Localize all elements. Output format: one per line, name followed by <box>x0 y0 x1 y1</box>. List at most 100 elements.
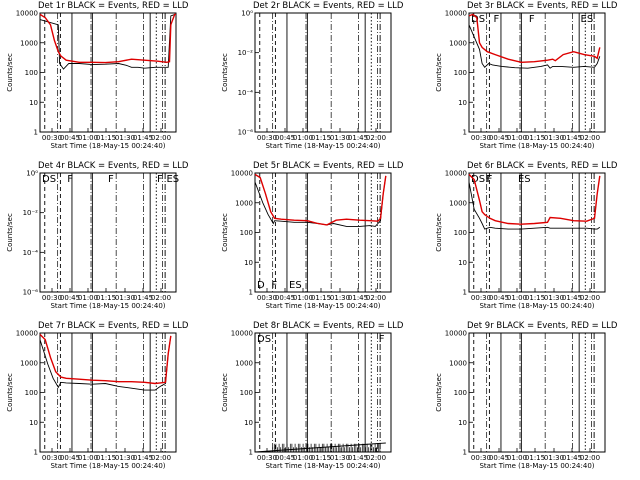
event-marker-label: F <box>271 280 277 291</box>
y-tick-label: 100 <box>240 389 253 397</box>
y-tick-label: 10000 <box>16 10 38 18</box>
x-tick-label: 02:00 <box>580 454 600 462</box>
y-tick-label: 10⁰ <box>26 170 38 178</box>
series-line-lld <box>468 13 601 64</box>
x-axis-label: Start Time (18-May-15 00:24:40) <box>265 302 380 310</box>
x-tick-label: 01:15 <box>96 294 116 302</box>
y-tick-label: 1 <box>463 289 467 297</box>
chart-title: Det 2r BLACK = Events, RED = LLD <box>253 1 404 11</box>
x-tick-label: 01:45 <box>133 294 153 302</box>
chart-title: Det 8r BLACK = Events, RED = LLD <box>253 321 404 331</box>
chart-title: Det 7r BLACK = Events, RED = LLD <box>38 321 189 331</box>
y-tick-label: 1 <box>34 129 38 137</box>
x-tick-label: 01:30 <box>544 134 564 142</box>
x-tick-label: 01:30 <box>115 294 135 302</box>
x-tick-label: 02:00 <box>366 294 386 302</box>
x-tick-label: 00:30 <box>471 454 491 462</box>
event-marker-label: F <box>157 174 163 185</box>
plot-frame <box>39 172 177 293</box>
event-marker-label: DS <box>42 174 56 185</box>
chart-title: Det 3r BLACK = Events, RED = LLD <box>467 1 618 11</box>
x-tick-label: 02:00 <box>366 454 386 462</box>
y-tick-label: 100 <box>25 389 38 397</box>
x-tick-label: 01:15 <box>96 134 116 142</box>
y-axis-label: Counts/sec <box>221 213 229 252</box>
event-marker-label: ES <box>518 174 531 185</box>
x-tick-label: 01:45 <box>348 294 368 302</box>
chart-panel-5: Det 5r BLACK = Events, RED = LLD Counts/s… <box>221 161 404 310</box>
y-tick-label: 10 <box>458 259 467 267</box>
y-tick-label: 10 <box>244 259 253 267</box>
series-line-events <box>468 181 601 230</box>
series-line-events <box>39 13 176 70</box>
chart-title: Det 9r BLACK = Events, RED = LLD <box>467 321 618 331</box>
y-tick-label: 100 <box>454 69 467 77</box>
y-tick-label: 1000 <box>20 359 38 367</box>
x-axis-label: Start Time (18-May-15 00:24:40) <box>265 462 380 470</box>
x-axis-label: Start Time (18-May-15 00:24:40) <box>479 302 594 310</box>
y-tick-label: 1000 <box>449 359 467 367</box>
y-tick-label: 100 <box>25 69 38 77</box>
x-tick-label: 00:30 <box>257 294 277 302</box>
x-tick-label: 01:45 <box>133 134 153 142</box>
series-line-events <box>468 24 601 69</box>
event-marker-label: ES <box>581 14 594 25</box>
x-tick-label: 02:00 <box>580 294 600 302</box>
x-tick-label: 02:00 <box>151 454 171 462</box>
event-marker-label: F <box>487 174 493 185</box>
x-tick-label: 00:45 <box>489 454 509 462</box>
y-tick-label: 10⁻⁴ <box>23 249 39 257</box>
y-tick-label: 10⁰ <box>241 10 253 18</box>
chart-title: Det 5r BLACK = Events, RED = LLD <box>253 161 404 171</box>
event-marker-label: ES <box>166 174 179 185</box>
x-tick-label: 01:30 <box>330 454 350 462</box>
series-line-lld <box>39 333 172 385</box>
x-tick-label: 01:00 <box>293 134 313 142</box>
y-tick-label: 10 <box>244 419 253 427</box>
event-marker-label: F <box>108 174 114 185</box>
x-tick-label: 02:00 <box>366 134 386 142</box>
x-tick-label: 01:15 <box>311 134 331 142</box>
x-tick-label: 01:15 <box>311 294 331 302</box>
x-tick-label: 01:00 <box>507 454 527 462</box>
y-tick-label: 10000 <box>445 170 467 178</box>
x-tick-label: 02:00 <box>580 134 600 142</box>
x-axis-label: Start Time (18-May-15 00:24:40) <box>50 142 165 150</box>
x-tick-label: 01:45 <box>562 294 582 302</box>
x-axis-label: Start Time (18-May-15 00:24:40) <box>50 302 165 310</box>
series-events-noise <box>272 443 381 452</box>
event-marker-label: F <box>529 14 535 25</box>
chart-panel-4: Det 4r BLACK = Events, RED = LLD Counts/s… <box>6 161 189 310</box>
x-tick-label: 00:45 <box>60 454 80 462</box>
y-tick-label: 1 <box>34 449 38 457</box>
y-tick-label: 100 <box>454 229 467 237</box>
series-line-lld <box>254 173 387 226</box>
x-tick-label: 01:00 <box>78 454 98 462</box>
x-tick-label: 01:30 <box>544 294 564 302</box>
x-tick-label: 01:00 <box>507 134 527 142</box>
chart-panel-1: Det 1r BLACK = Events, RED = LLD Counts/s… <box>6 1 189 150</box>
x-tick-label: 01:30 <box>115 454 135 462</box>
x-tick-label: 01:30 <box>330 134 350 142</box>
x-tick-label: 00:45 <box>275 454 295 462</box>
x-tick-label: 01:15 <box>525 454 545 462</box>
y-tick-label: 100 <box>454 389 467 397</box>
x-tick-label: 01:00 <box>78 134 98 142</box>
event-marker-label: DS <box>471 174 485 185</box>
event-marker-label: DS <box>257 334 271 345</box>
chart-panel-3: Det 3r BLACK = Events, RED = LLD Counts/s… <box>435 1 618 150</box>
x-tick-label: 01:00 <box>78 294 98 302</box>
y-tick-label: 10 <box>458 99 467 107</box>
y-tick-label: 1 <box>463 449 467 457</box>
x-tick-label: 00:30 <box>42 454 62 462</box>
y-axis-label: Counts/sec <box>6 53 14 92</box>
x-tick-label: 00:30 <box>257 134 277 142</box>
event-marker-label: D <box>257 280 265 291</box>
x-tick-label: 01:45 <box>348 134 368 142</box>
event-marker-label: F <box>379 334 385 345</box>
x-tick-label: 02:00 <box>151 134 171 142</box>
y-axis-label: Counts/sec <box>435 53 443 92</box>
y-tick-label: 10⁻⁶ <box>23 289 39 297</box>
y-tick-label: 10000 <box>445 10 467 18</box>
